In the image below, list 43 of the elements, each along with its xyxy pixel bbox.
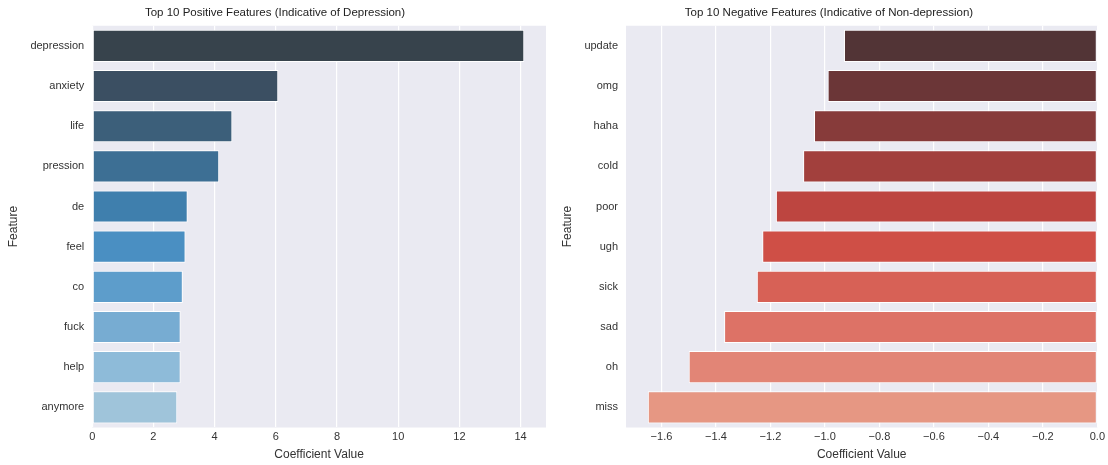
x-tick-label: −0.2: [1032, 430, 1054, 443]
x-tick-label: 0.0: [1089, 430, 1105, 443]
y-axis-title: Feature: [559, 205, 574, 248]
y-tick-label: haha: [593, 119, 619, 132]
chart-title: Top 10 Positive Features (Indicative of Depression): [144, 6, 406, 19]
x-tick-label: −0.4: [977, 430, 1000, 443]
x-tick-label: −1.6: [650, 430, 673, 443]
x-tick-label: −1.4: [705, 430, 727, 443]
y-tick-label: omg: [596, 79, 619, 92]
x-tick-label: 0: [89, 430, 96, 443]
x-tick-label: 14: [514, 430, 527, 443]
y-tick-label: life: [70, 119, 85, 132]
y-tick-label: sick: [599, 279, 619, 292]
x-axis-title: Coefficient Value: [274, 447, 365, 462]
y-axis-title: Feature: [5, 205, 20, 248]
y-tick-label: miss: [595, 400, 619, 413]
y-tick-label: de: [71, 199, 85, 212]
y-tick-label: anymore: [41, 400, 85, 413]
y-tick-label: poor: [596, 199, 619, 212]
x-tick-label: −1.0: [814, 430, 836, 443]
y-tick-label: oh: [605, 360, 619, 373]
y-tick-label: depression: [30, 38, 85, 51]
y-tick-label: pression: [42, 159, 85, 172]
y-tick-label: help: [63, 360, 85, 373]
y-tick-label: cold: [597, 159, 619, 172]
x-tick-label: 2: [150, 430, 157, 443]
y-tick-label: feel: [66, 239, 85, 252]
chart-title: Top 10 Negative Features (Indicative of Non-depression): [684, 6, 974, 19]
x-tick-label: 12: [453, 430, 466, 443]
x-tick-label: 6: [272, 430, 279, 443]
y-tick-label: update: [584, 38, 619, 51]
y-tick-label: co: [72, 279, 85, 292]
x-tick-label: 4: [211, 430, 218, 443]
x-tick-label: 10: [392, 430, 405, 443]
y-tick-label: anxiety: [49, 79, 85, 92]
y-tick-label: ugh: [599, 239, 619, 252]
y-tick-label: fuck: [64, 320, 85, 333]
y-tick-label: sad: [600, 320, 619, 333]
x-axis-title: Coefficient Value: [816, 447, 907, 462]
x-tick-label: −0.6: [923, 430, 945, 443]
x-tick-label: 8: [333, 430, 341, 443]
x-tick-label: −0.8: [868, 430, 891, 443]
x-tick-label: −1.2: [759, 430, 782, 443]
